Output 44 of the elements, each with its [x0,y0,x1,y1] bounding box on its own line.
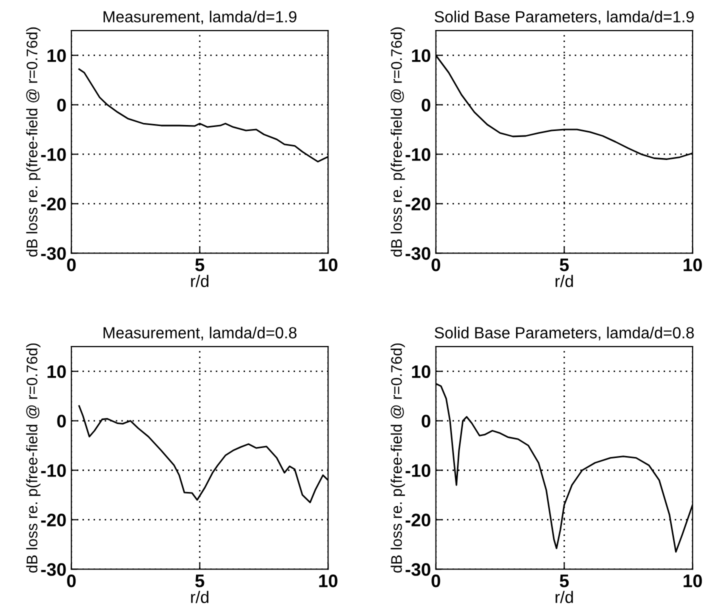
x-tick-label: 5 [195,258,204,272]
y-tick-label: -10 [41,464,66,477]
x-axis-title: r/d [556,274,573,288]
y-tick-label: -10 [41,148,66,161]
y-tick-label: -10 [406,464,430,477]
x-tick-label: 10 [684,574,702,588]
x-tick-label: 0 [432,258,440,272]
y-axis-title: dB loss re. p(free-field @ r=0.76d) [26,343,40,573]
y-tick-label: 10 [412,49,430,62]
y-axis-title: dB loss re. p(free-field @ r=0.76d) [26,27,40,257]
y-tick-label: 0 [57,414,66,428]
y-tick-label: 10 [48,365,66,378]
x-tick-label: 5 [560,574,569,588]
y-tick-label: -30 [406,563,430,576]
y-tick-label: -30 [406,247,430,260]
x-axis-title: r/d [191,274,208,288]
x-tick-label: 5 [560,258,569,272]
x-axis-title: r/d [191,590,208,604]
x-tick-label: 10 [319,258,338,272]
x-axis-title: r/d [556,590,573,604]
y-tick-label: -10 [406,148,430,161]
y-tick-label: -30 [41,563,66,576]
y-tick-label: 0 [422,414,430,428]
chart-title: Solid Base Parameters, lamda/d=1.9 [434,10,694,24]
y-axis-title: dB loss re. p(free-field @ r=0.76d) [390,27,405,257]
y-tick-label: 0 [422,98,430,112]
y-tick-label: -20 [406,514,430,526]
y-tick-label: 10 [48,49,66,62]
x-tick-label: 0 [67,574,76,588]
chart-title: Solid Base Parameters, lamda/d=0.8 [434,326,694,340]
x-tick-label: 0 [67,258,76,272]
x-tick-label: 10 [684,258,702,272]
y-tick-label: -30 [41,247,66,260]
x-tick-label: 10 [319,574,338,588]
y-tick-label: -20 [406,198,430,210]
y-tick-label: -20 [41,198,66,210]
y-tick-label: 0 [57,98,66,112]
y-tick-label: 10 [412,365,430,378]
y-tick-label: -20 [41,514,66,526]
chart-title: Measurement, lamda/d=1.9 [104,10,296,24]
x-tick-label: 0 [432,574,440,588]
x-tick-label: 5 [195,574,204,588]
chart-title: Measurement, lamda/d=0.8 [104,326,296,340]
y-axis-title: dB loss re. p(free-field @ r=0.76d) [390,343,405,573]
